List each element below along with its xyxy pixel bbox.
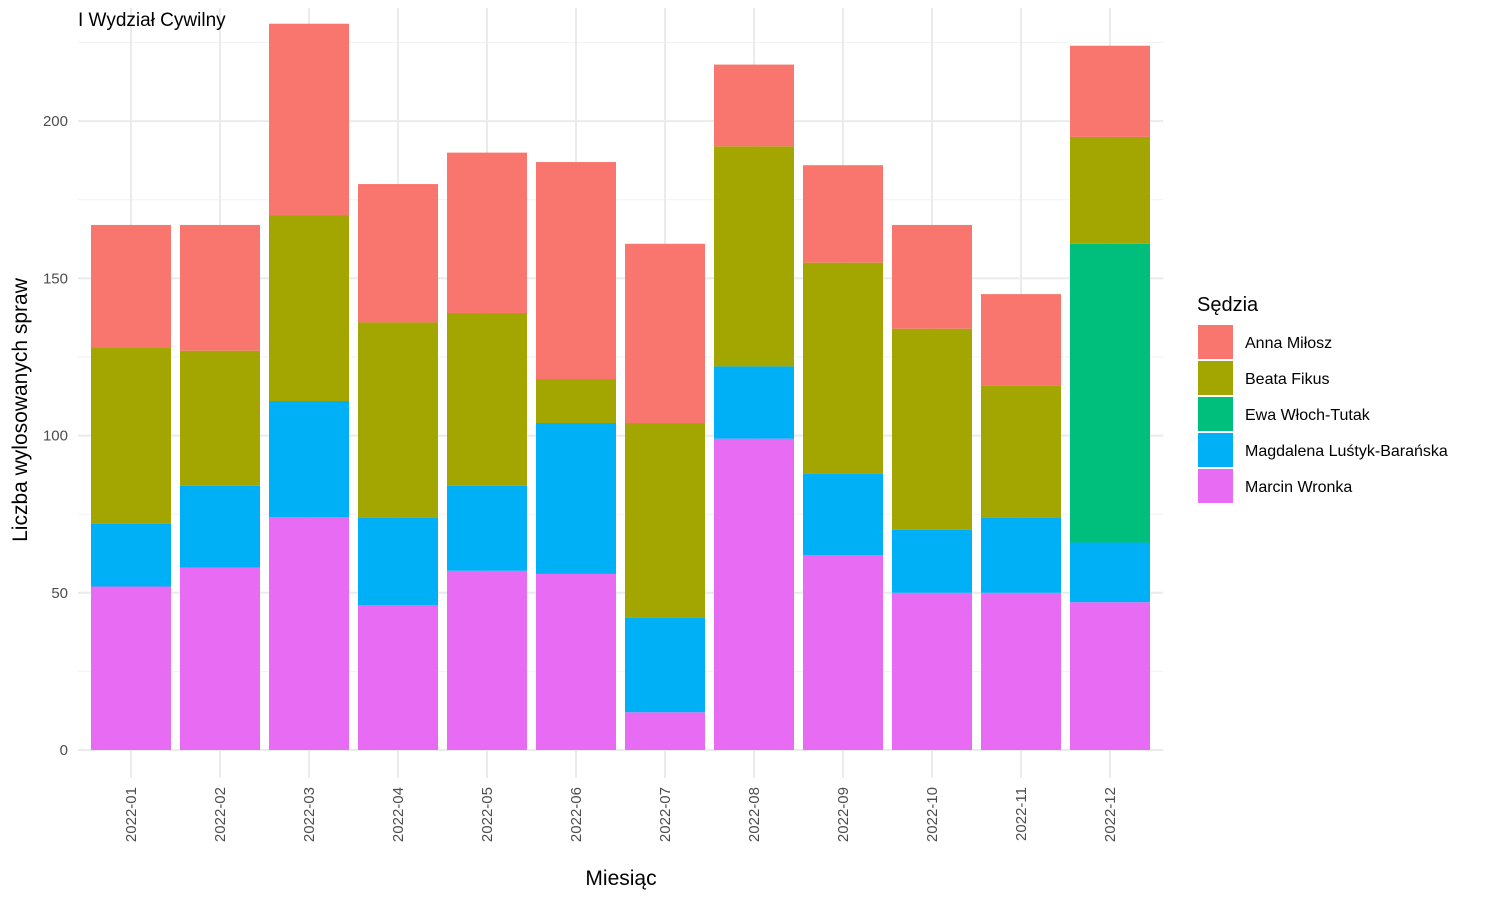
bar-2022-09-magdalena-lu-tyk-bara-ska: Magdalena Luśtyk-Barańska: 26 — [803, 473, 883, 556]
legend-swatch — [1198, 325, 1233, 359]
bar-2022-08-marcin-wronka: Marcin Wronka: 99 — [714, 438, 794, 750]
y-tick-label: 50 — [51, 585, 68, 602]
bar-2022-05-marcin-wronka: Marcin Wronka: 57 — [447, 570, 527, 750]
bar-2022-05-anna-mi-osz: Anna Miłosz: 51 — [447, 152, 527, 313]
x-tick-label: 2022-04 — [390, 787, 407, 842]
bar-2022-12-magdalena-lu-tyk-bara-ska: Magdalena Luśtyk-Barańska: 19 — [1070, 542, 1150, 603]
chart-title: I Wydział Cywilny — [78, 10, 226, 31]
bar-2022-09-marcin-wronka: Marcin Wronka: 62 — [803, 555, 883, 750]
bar-2022-07-marcin-wronka: Marcin Wronka: 12 — [625, 712, 705, 750]
bar-2022-12-marcin-wronka: Marcin Wronka: 47 — [1070, 602, 1150, 750]
x-tick-label: 2022-11 — [1013, 787, 1030, 841]
bar-2022-07-anna-mi-osz: Anna Miłosz: 57 — [625, 243, 705, 424]
bar-2022-02-anna-mi-osz: Anna Miłosz: 40 — [180, 224, 260, 351]
bar-2022-03-beata-fikus: Beata Fikus: 59 — [269, 215, 349, 402]
bar-2022-09-anna-mi-osz: Anna Miłosz: 31 — [803, 165, 883, 263]
legend: Sędzia Anna Miłosz Beata Fikus Ewa Włoch-T… — [1197, 294, 1448, 503]
y-tick-label: 200 — [43, 113, 68, 130]
bar-2022-06-beata-fikus: Beata Fikus: 14 — [536, 379, 616, 424]
legend-label: Ewa Włoch-Tutak — [1245, 407, 1371, 424]
bar-2022-11-marcin-wronka: Marcin Wronka: 50 — [981, 592, 1061, 750]
bar-2022-03-marcin-wronka: Marcin Wronka: 74 — [269, 517, 349, 750]
bar-2022-08-anna-mi-osz: Anna Miłosz: 26 — [714, 64, 794, 147]
bar-2022-05-magdalena-lu-tyk-bara-ska: Magdalena Luśtyk-Barańska: 27 — [447, 485, 527, 571]
bar-2022-01-beata-fikus: Beata Fikus: 56 — [91, 347, 171, 524]
y-axis-title: Liczba wylosowanych spraw — [9, 277, 32, 542]
x-tick-label: 2022-07 — [657, 787, 674, 842]
x-tick-label: 2022-12 — [1102, 787, 1119, 842]
y-axis-ticks: 0 50 100 150 200 — [43, 113, 68, 759]
y-tick-label: 100 — [43, 428, 68, 445]
bar-2022-10-marcin-wronka: Marcin Wronka: 50 — [892, 592, 972, 750]
bar-2022-07-magdalena-lu-tyk-bara-ska: Magdalena Luśtyk-Barańska: 30 — [625, 617, 705, 713]
x-tick-label: 2022-01 — [123, 787, 140, 842]
bar-2022-12-ewa-w-och-tutak: Ewa Włoch-Tutak: 95 — [1070, 243, 1150, 543]
x-tick-label: 2022-03 — [301, 787, 318, 842]
y-tick-label: 150 — [43, 270, 68, 287]
x-tick-label: 2022-10 — [924, 787, 941, 842]
bar-2022-02-magdalena-lu-tyk-bara-ska: Magdalena Luśtyk-Barańska: 26 — [180, 485, 260, 568]
bars: Marcin Wronka: 52Magdalena Luśtyk-Barańs… — [91, 23, 1150, 750]
bar-2022-08-beata-fikus: Beata Fikus: 70 — [714, 146, 794, 367]
bar-2022-12-beata-fikus: Beata Fikus: 34 — [1070, 136, 1150, 244]
x-tick-label: 2022-05 — [479, 787, 496, 842]
bar-2022-10-magdalena-lu-tyk-bara-ska: Magdalena Luśtyk-Barańska: 20 — [892, 529, 972, 593]
bar-2022-01-magdalena-lu-tyk-bara-ska: Magdalena Luśtyk-Barańska: 20 — [91, 523, 171, 587]
bar-2022-11-beata-fikus: Beata Fikus: 42 — [981, 385, 1061, 518]
bar-2022-09-beata-fikus: Beata Fikus: 67 — [803, 262, 883, 474]
bar-2022-10-beata-fikus: Beata Fikus: 64 — [892, 328, 972, 530]
legend-swatch — [1198, 361, 1233, 395]
legend-swatch — [1198, 433, 1233, 467]
x-tick-label: 2022-02 — [212, 787, 229, 842]
y-tick-label: 0 — [60, 742, 68, 759]
bar-2022-01-anna-mi-osz: Anna Miłosz: 39 — [91, 224, 171, 348]
bar-2022-04-magdalena-lu-tyk-bara-ska: Magdalena Luśtyk-Barańska: 28 — [358, 517, 438, 606]
x-tick-label: 2022-09 — [835, 787, 852, 842]
bar-2022-11-anna-mi-osz: Anna Miłosz: 29 — [981, 294, 1061, 386]
bar-2022-05-beata-fikus: Beata Fikus: 55 — [447, 312, 527, 486]
x-axis-ticks: 2022-01 2022-02 2022-03 2022-04 2022-05 2022-… — [123, 787, 1119, 842]
bar-2022-08-magdalena-lu-tyk-bara-ska: Magdalena Luśtyk-Barańska: 23 — [714, 366, 794, 439]
legend-label: Anna Miłosz — [1245, 335, 1332, 352]
bar-2022-10-anna-mi-osz: Anna Miłosz: 33 — [892, 224, 972, 329]
bar-2022-06-marcin-wronka: Marcin Wronka: 56 — [536, 573, 616, 750]
legend-label: Beata Fikus — [1245, 371, 1329, 388]
bar-2022-01-marcin-wronka: Marcin Wronka: 52 — [91, 586, 171, 750]
legend-label: Marcin Wronka — [1245, 479, 1352, 496]
bar-2022-11-magdalena-lu-tyk-bara-ska: Magdalena Luśtyk-Barańska: 24 — [981, 517, 1061, 593]
bar-2022-06-anna-mi-osz: Anna Miłosz: 69 — [536, 162, 616, 379]
legend-title: Sędzia — [1197, 294, 1259, 316]
bar-2022-04-beata-fikus: Beata Fikus: 62 — [358, 322, 438, 518]
bar-2022-02-marcin-wronka: Marcin Wronka: 58 — [180, 567, 260, 750]
bar-2022-03-magdalena-lu-tyk-bara-ska: Magdalena Luśtyk-Barańska: 37 — [269, 401, 349, 518]
x-tick-label: 2022-08 — [746, 787, 763, 842]
legend-swatch — [1198, 397, 1233, 431]
bar-2022-02-beata-fikus: Beata Fikus: 43 — [180, 350, 260, 486]
bar-2022-04-anna-mi-osz: Anna Miłosz: 44 — [358, 184, 438, 323]
bar-2022-12-anna-mi-osz: Anna Miłosz: 29 — [1070, 45, 1150, 137]
legend-label: Magdalena Luśtyk-Barańska — [1245, 443, 1448, 460]
legend-swatch — [1198, 469, 1233, 503]
x-tick-label: 2022-06 — [568, 787, 585, 842]
bar-2022-03-anna-mi-osz: Anna Miłosz: 61 — [269, 23, 349, 216]
x-axis-title: Miesiąc — [585, 867, 656, 890]
bar-2022-07-beata-fikus: Beata Fikus: 62 — [625, 423, 705, 618]
bar-2022-06-magdalena-lu-tyk-bara-ska: Magdalena Luśtyk-Barańska: 48 — [536, 423, 616, 574]
bar-2022-04-marcin-wronka: Marcin Wronka: 46 — [358, 605, 438, 750]
